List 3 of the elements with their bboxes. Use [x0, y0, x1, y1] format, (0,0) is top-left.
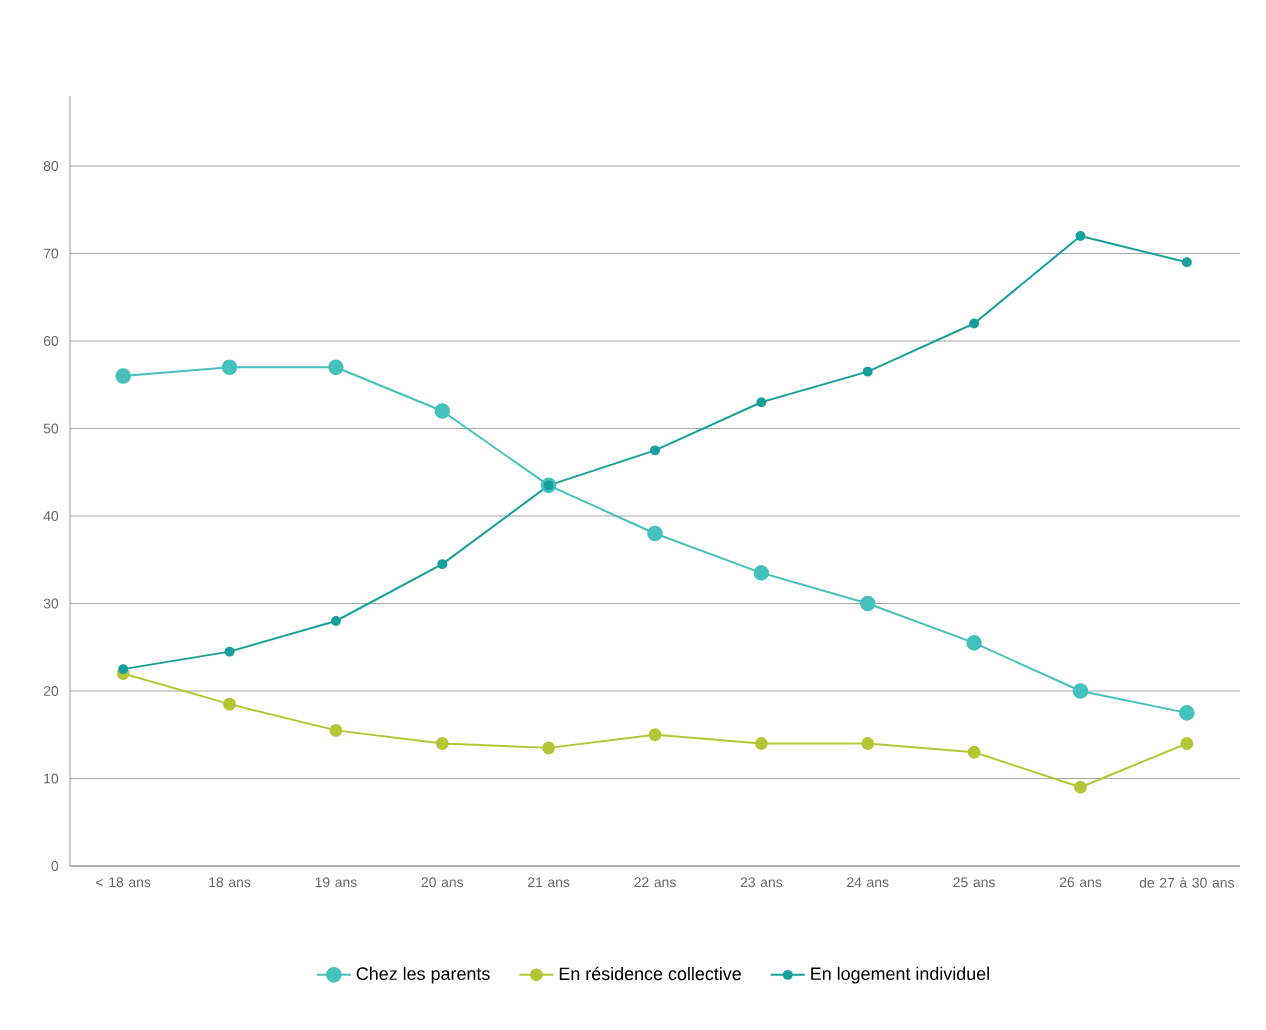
legend-label: Chez les parents: [356, 966, 490, 984]
legend-label: En résidence collective: [559, 966, 741, 981]
legend-label: En logement individuel: [811, 966, 989, 984]
